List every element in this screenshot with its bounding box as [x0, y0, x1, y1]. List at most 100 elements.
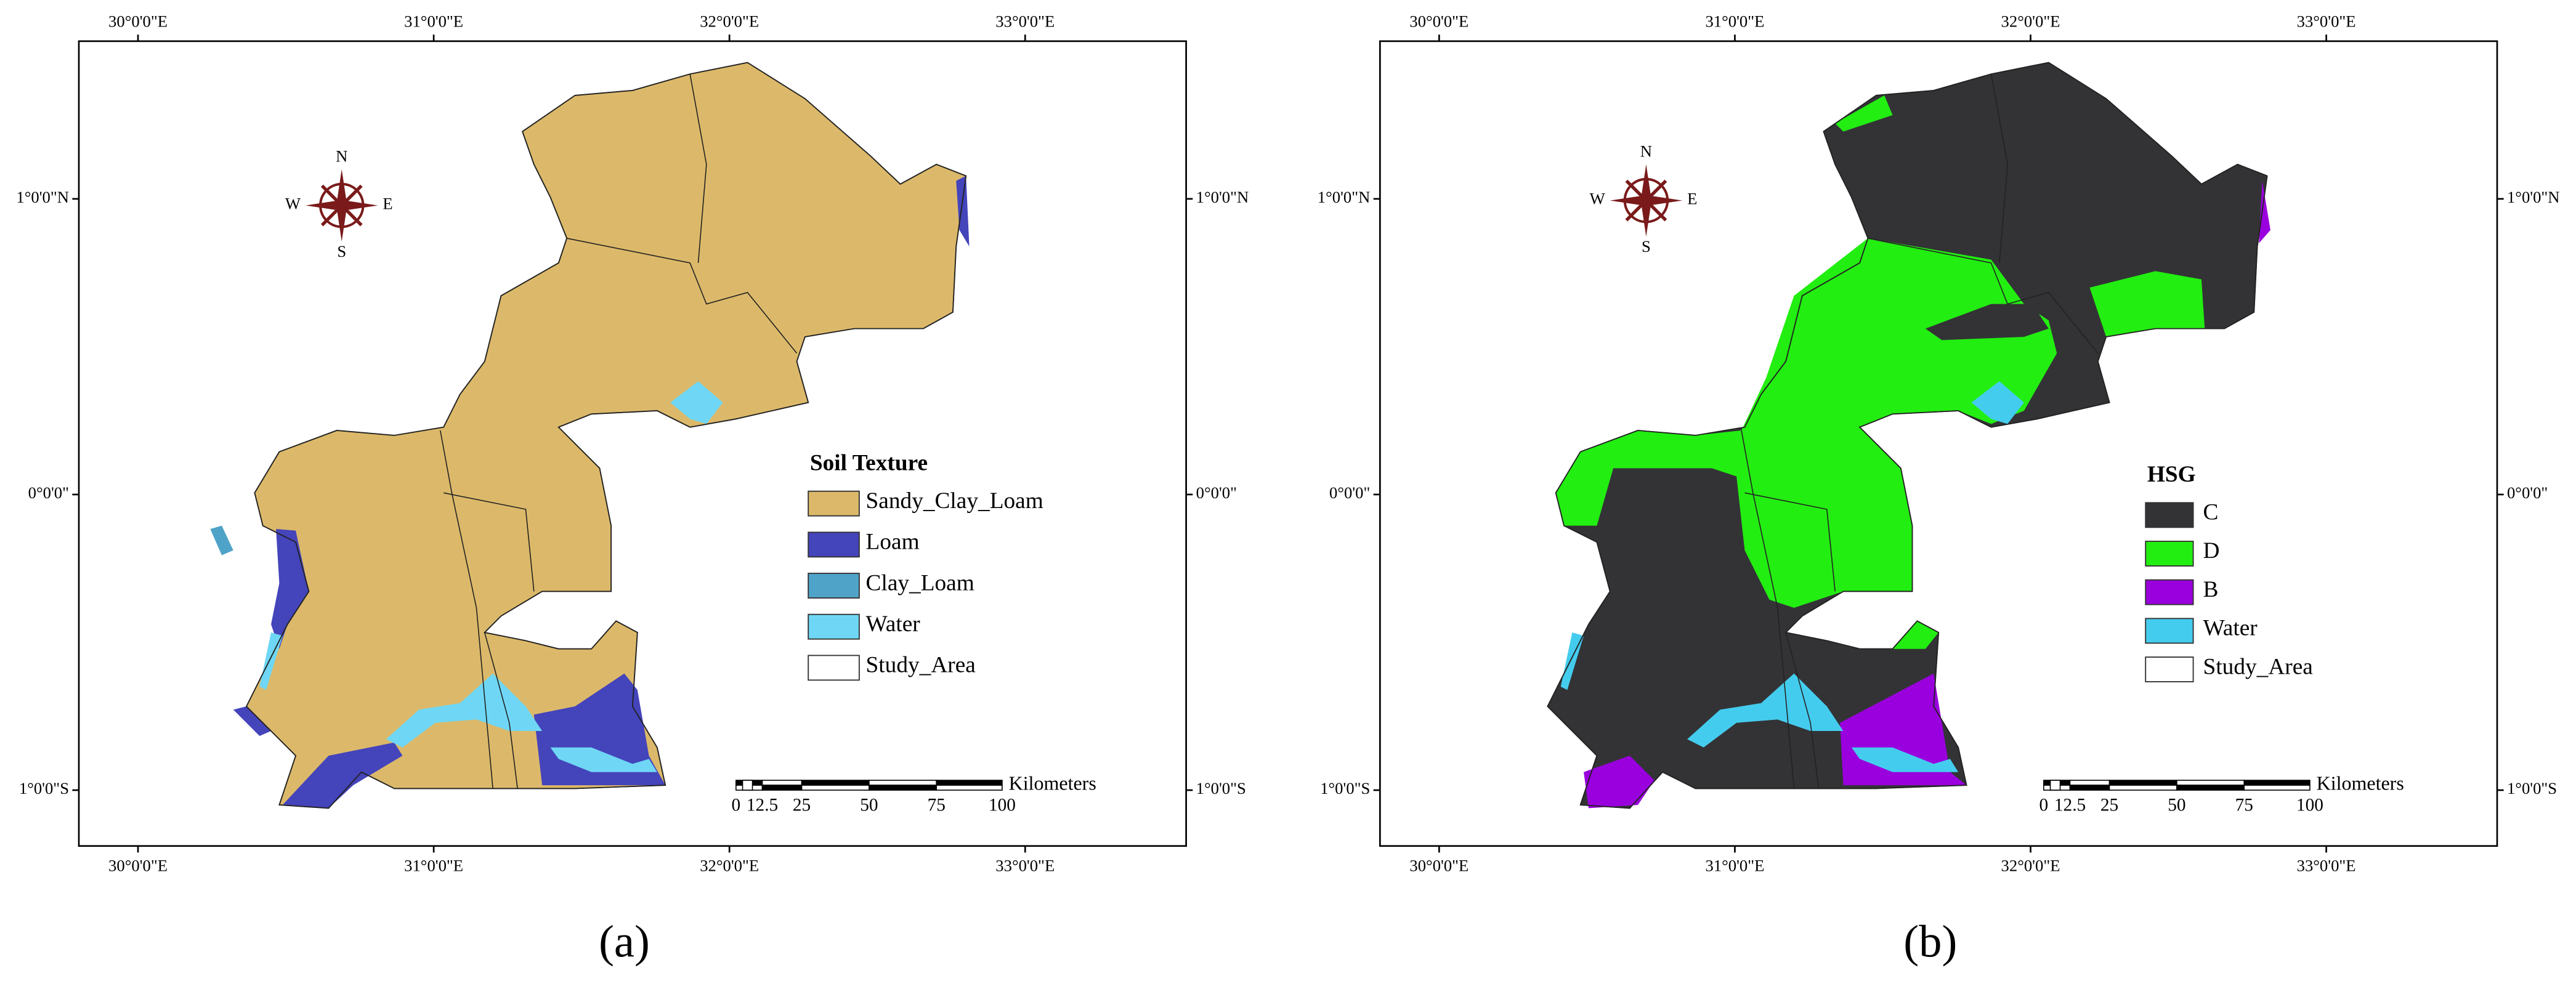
boundary [1868, 238, 2099, 354]
scale-segment [2176, 785, 2245, 791]
legend-swatch [808, 613, 860, 640]
boundary [484, 632, 518, 789]
scale-segment [2176, 780, 2245, 786]
scale-segment [2243, 780, 2311, 786]
legend-swatch [2145, 618, 2194, 644]
caption: (a) [599, 916, 650, 967]
lat-label: 1°0'0"S [1196, 779, 1246, 797]
scale-label: 12.5 [2054, 795, 2086, 815]
lon-label: 30°0'0"E [1409, 857, 1468, 875]
compass-letter: S [1642, 237, 1651, 256]
north-arrow: N S E W [285, 147, 393, 260]
boundary [1785, 632, 1820, 789]
scale-segment [2049, 780, 2061, 791]
north-arrow: N S E W [1590, 142, 1698, 256]
lon-label: 30°0'0"E [1409, 12, 1468, 31]
legend-swatch [2145, 502, 2194, 528]
legend-label: B [2203, 577, 2219, 602]
legend-label: Study_Area [2203, 654, 2314, 679]
compass-point [1646, 195, 1683, 206]
lon-label: 30°0'0"E [108, 857, 168, 875]
lat-label: 0°0'0" [1329, 483, 1370, 502]
boundary [689, 74, 707, 264]
scale-segment [742, 780, 753, 791]
compass-point [1645, 179, 1667, 202]
compass-letter: S [337, 242, 346, 260]
scale-label: 0 [732, 795, 741, 815]
legend-label: Loam [866, 530, 920, 555]
lat-label: 1°0'0"S [1320, 779, 1370, 797]
scale-segment [801, 780, 870, 786]
scale-segment [869, 785, 938, 791]
scale-label: 0 [2039, 795, 2049, 815]
boundary [443, 492, 535, 592]
legend-label: Water [866, 612, 921, 637]
scale-label: 25 [793, 795, 811, 815]
scale-label: 100 [2296, 795, 2323, 815]
lon-label: 31°0'0"E [1705, 857, 1764, 875]
compass-point [336, 169, 347, 206]
lon-label: 33°0'0"E [2297, 857, 2356, 875]
legend-label: D [2203, 538, 2220, 563]
region [2259, 180, 2270, 243]
compass-point [340, 204, 363, 227]
region [1835, 95, 1893, 132]
legend-swatch [2145, 656, 2194, 682]
boundary [1741, 430, 1795, 789]
lon-label: 31°0'0"E [1705, 12, 1764, 31]
lon-label: 32°0'0"E [700, 12, 759, 31]
lat-label: 1°0'0"S [19, 779, 69, 797]
legend-swatch [2145, 579, 2194, 605]
scale-segment [2243, 785, 2311, 791]
compass-point [340, 184, 363, 207]
caption: (b) [1903, 916, 1957, 967]
region [282, 742, 403, 809]
region [1584, 756, 1655, 809]
compass-point [320, 184, 343, 207]
compass-point [1640, 164, 1652, 201]
scale-unit: Kilometers [1009, 772, 1096, 794]
legend-title: Soil Texture [810, 451, 928, 476]
region [956, 176, 970, 247]
scale-label: 75 [928, 795, 946, 815]
scale-label: 75 [2235, 795, 2253, 815]
lon-label: 33°0'0"E [2297, 12, 2356, 31]
legend-swatch [808, 655, 860, 681]
region [210, 525, 233, 555]
lon-label: 32°0'0"E [2001, 857, 2060, 875]
legend-label: C [2203, 500, 2219, 525]
region [1687, 673, 1844, 748]
lat-label: 1°0'0"S [2507, 779, 2557, 797]
scale-segment [936, 780, 1003, 786]
scale-unit: Kilometers [2317, 772, 2404, 794]
legend-title: HSG [2147, 462, 2196, 487]
study-area-outline [245, 62, 967, 809]
scale-label: 12.5 [747, 795, 778, 815]
scale-label: 25 [2100, 795, 2118, 815]
lat-label: 1°0'0"N [1196, 188, 1249, 206]
compass-point [336, 205, 347, 242]
lon-label: 33°0'0"E [995, 12, 1055, 31]
lat-label: 1°0'0"N [16, 188, 69, 206]
legend-swatch [808, 490, 860, 517]
compass-letter: N [1640, 142, 1652, 160]
lon-label: 32°0'0"E [700, 857, 759, 875]
lat-label: 0°0'0" [28, 483, 69, 502]
boundary [1744, 492, 1836, 592]
boundary [439, 430, 493, 789]
scale-segment [936, 785, 1003, 791]
region [670, 381, 723, 424]
scale-segment [869, 780, 938, 786]
scale-label: 50 [2168, 795, 2185, 815]
compass-point [1625, 199, 1648, 222]
compass-point [341, 200, 378, 211]
scale-label: 100 [989, 795, 1016, 815]
lon-label: 32°0'0"E [2001, 12, 2060, 31]
scale-segment [761, 780, 803, 786]
map-panel: 30°0'0"E 30°0'0"E 31°0'0"E 31°0'0"E 32°0'0"E… [1318, 12, 2560, 967]
legend-label: Water [2203, 616, 2258, 641]
map-frame [1379, 40, 2498, 847]
region [271, 529, 309, 649]
